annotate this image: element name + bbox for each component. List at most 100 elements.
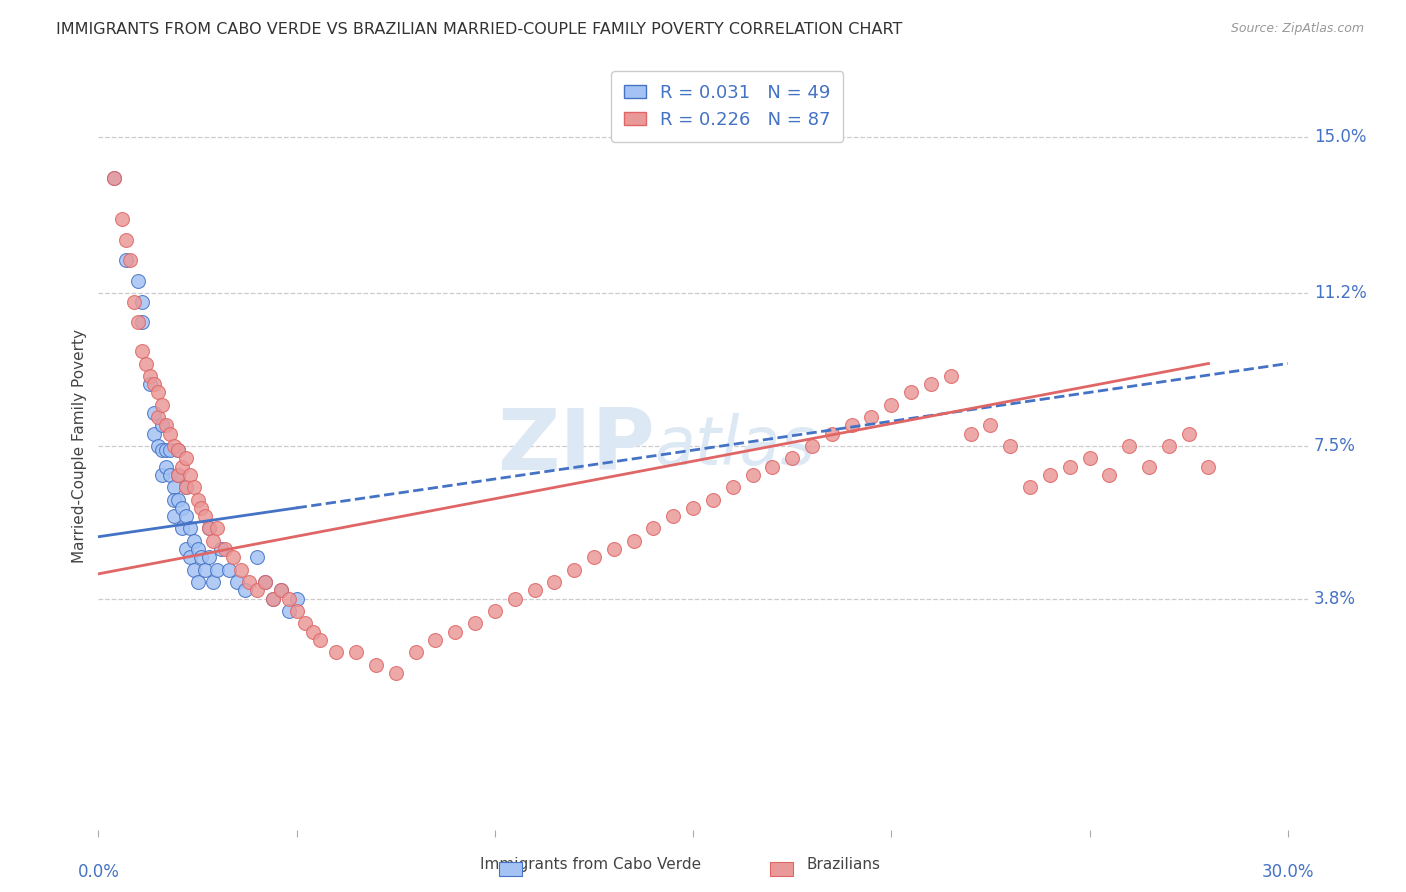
Text: 30.0%: 30.0%	[1261, 863, 1315, 880]
Point	[166, 492, 188, 507]
Point	[170, 521, 193, 535]
Point	[166, 467, 188, 482]
Point	[120, 253, 142, 268]
Point	[142, 406, 165, 420]
Point	[1198, 459, 1220, 474]
Point	[163, 439, 186, 453]
Point	[166, 443, 188, 458]
Point	[444, 624, 467, 639]
Point	[142, 426, 165, 441]
Point	[582, 550, 605, 565]
Point	[155, 443, 177, 458]
Point	[464, 616, 486, 631]
Point	[139, 368, 162, 383]
Point	[194, 563, 217, 577]
Point	[103, 170, 125, 185]
Text: Brazilians: Brazilians	[807, 857, 880, 872]
Text: Source: ZipAtlas.com: Source: ZipAtlas.com	[1230, 22, 1364, 36]
Point	[179, 521, 201, 535]
Point	[150, 467, 173, 482]
Point	[860, 410, 883, 425]
Point	[202, 575, 225, 590]
Point	[721, 480, 744, 494]
Point	[1177, 426, 1199, 441]
Point	[111, 212, 134, 227]
Point	[202, 533, 225, 548]
Point	[270, 583, 292, 598]
Point	[543, 575, 565, 590]
Point	[222, 550, 245, 565]
Point	[702, 492, 724, 507]
Point	[523, 583, 546, 598]
Point	[484, 604, 506, 618]
Point	[198, 550, 221, 565]
Point	[186, 492, 208, 507]
Point	[174, 451, 197, 466]
Point	[190, 500, 212, 515]
Point	[127, 274, 149, 288]
Point	[115, 253, 138, 268]
Text: atlas: atlas	[655, 413, 815, 479]
Point	[1059, 459, 1081, 474]
Point	[253, 575, 276, 590]
Text: 0.0%: 0.0%	[77, 863, 120, 880]
Y-axis label: Married-Couple Family Poverty: Married-Couple Family Poverty	[72, 329, 87, 563]
Point	[270, 583, 292, 598]
Point	[179, 467, 201, 482]
Point	[262, 591, 284, 606]
Point	[231, 563, 253, 577]
Point	[174, 480, 197, 494]
Text: ZIP: ZIP	[496, 404, 655, 488]
Point	[139, 377, 162, 392]
Point	[603, 542, 626, 557]
Point	[159, 467, 181, 482]
Point	[1078, 451, 1101, 466]
Point	[741, 467, 763, 482]
Text: 3.8%: 3.8%	[1313, 590, 1355, 607]
Point	[170, 459, 193, 474]
Point	[384, 665, 406, 680]
Point	[190, 550, 212, 565]
Point	[233, 583, 256, 598]
Point	[103, 170, 125, 185]
Point	[142, 377, 165, 392]
Point	[262, 591, 284, 606]
Point	[146, 385, 169, 400]
Point	[183, 480, 205, 494]
Point	[1019, 480, 1042, 494]
Point	[880, 398, 903, 412]
Point	[294, 616, 316, 631]
Point	[277, 591, 299, 606]
Point	[115, 233, 138, 247]
Point	[277, 604, 299, 618]
Point	[207, 563, 229, 577]
Point	[780, 451, 803, 466]
Point	[682, 500, 704, 515]
Point	[150, 398, 173, 412]
Point	[155, 459, 177, 474]
Point	[183, 533, 205, 548]
Text: Immigrants from Cabo Verde: Immigrants from Cabo Verde	[479, 857, 702, 872]
Point	[623, 533, 645, 548]
Point	[801, 439, 824, 453]
Text: 15.0%: 15.0%	[1313, 128, 1367, 145]
Point	[841, 418, 863, 433]
Point	[1000, 439, 1022, 453]
Point	[127, 315, 149, 329]
Point	[405, 645, 427, 659]
Point	[131, 294, 153, 309]
Point	[159, 426, 181, 441]
Point	[562, 563, 585, 577]
Point	[198, 521, 221, 535]
Point	[209, 542, 232, 557]
Point	[166, 443, 188, 458]
Point	[939, 368, 962, 383]
Point	[198, 521, 221, 535]
Point	[301, 624, 323, 639]
Text: 7.5%: 7.5%	[1313, 437, 1355, 455]
Point	[238, 575, 260, 590]
Point	[150, 443, 173, 458]
Point	[246, 550, 269, 565]
Point	[183, 563, 205, 577]
Point	[285, 604, 308, 618]
